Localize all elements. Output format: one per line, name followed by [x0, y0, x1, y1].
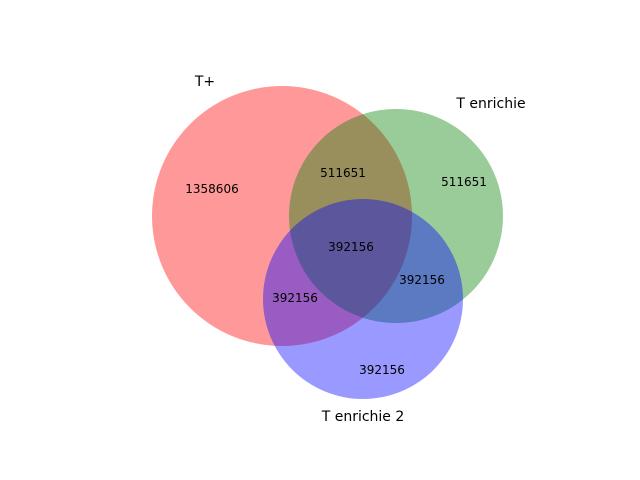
region-label-t-plus-and-t-enrichie-2: 392156	[272, 291, 318, 305]
circles	[152, 86, 503, 399]
region-label-t-enrichie-and-t-enrichie-2: 392156	[399, 273, 445, 287]
region-label-all-three: 392156	[328, 240, 374, 254]
set-circle-t-enrichie	[289, 109, 503, 323]
set-label-t-enrichie: T enrichie	[455, 96, 525, 112]
set-label-t-plus: T+	[194, 74, 215, 90]
region-label-only-t-enrichie: 511651	[441, 175, 487, 189]
set-circle-t-enrichie-2	[263, 199, 463, 399]
set-label-t-enrichie-2: T enrichie 2	[321, 409, 405, 425]
region-label-only-t-plus: 1358606	[185, 182, 238, 196]
region-label-t-plus-and-t-enrichie: 511651	[320, 166, 366, 180]
set-labels: T+ T enrichie T enrichie 2	[194, 74, 526, 425]
set-circle-t-plus	[152, 86, 412, 346]
region-labels: 1358606 511651 392156 511651 392156 3921…	[185, 166, 487, 377]
region-label-only-t-enrichie-2: 392156	[359, 363, 405, 377]
